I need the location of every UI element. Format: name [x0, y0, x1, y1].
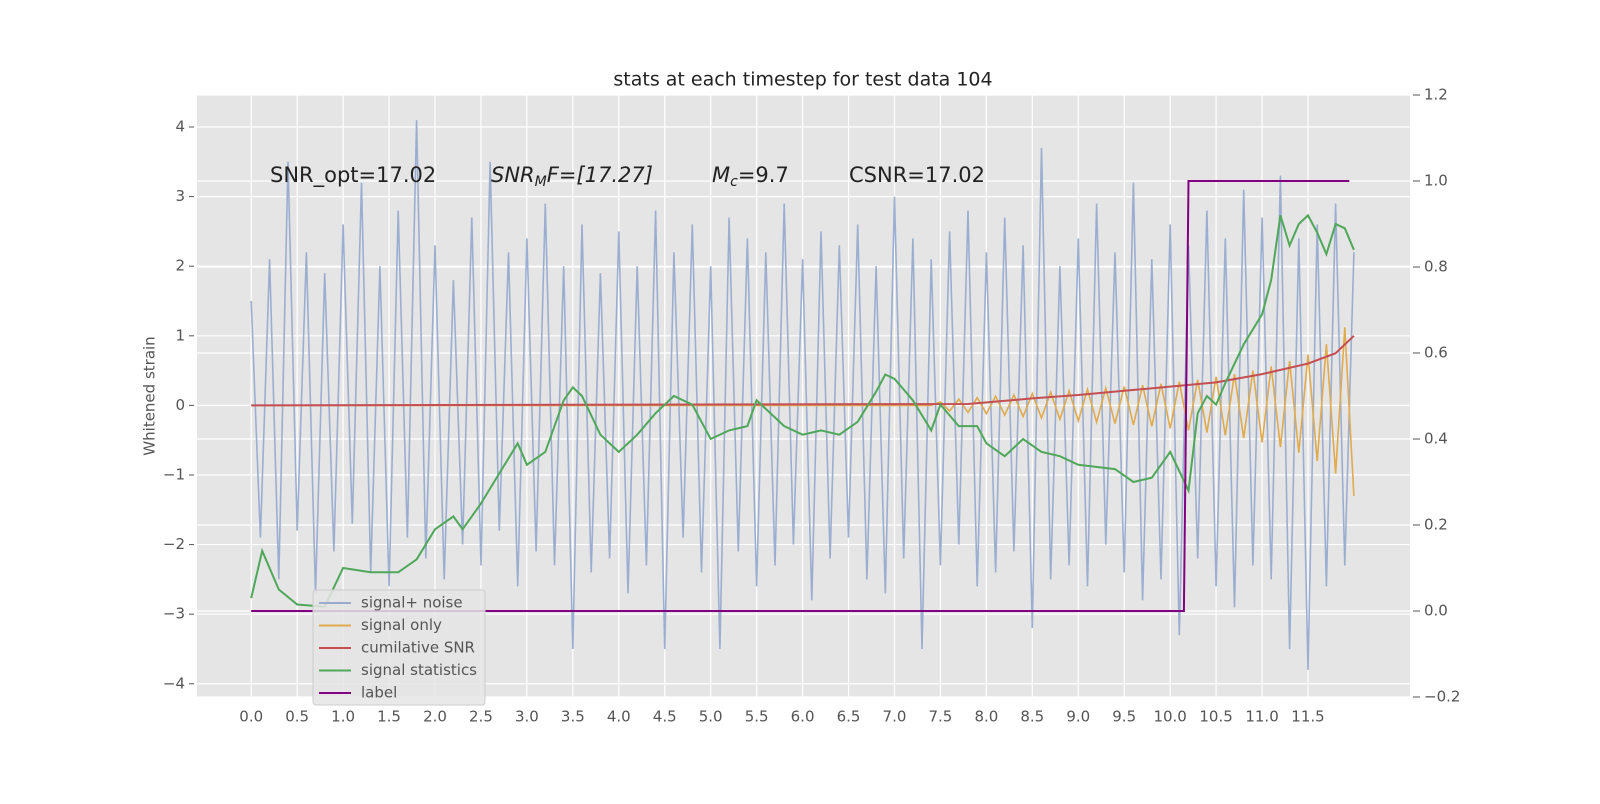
x-tick-label: 1.0 — [331, 708, 355, 726]
x-tick-label: 3.5 — [561, 708, 585, 726]
legend-label: signal only — [361, 616, 442, 634]
legend-box — [312, 589, 486, 706]
x-tick-label: 4.5 — [653, 708, 677, 726]
x-tick-label: 9.5 — [1112, 708, 1136, 726]
y-tick-label: 1 — [175, 326, 185, 344]
annotation: SNR_opt=17.02 — [270, 163, 436, 188]
series-line — [251, 180, 1350, 612]
annotation-part: F=[17.27] — [547, 163, 653, 187]
series — [250, 120, 1355, 670]
series-line — [250, 213, 1355, 608]
x-tick-label: 8.5 — [1020, 708, 1044, 726]
x-tick-label: 7.0 — [883, 708, 907, 726]
x-tick-label: 10.5 — [1199, 708, 1232, 726]
legend-label: signal statistics — [361, 661, 477, 679]
legend-label: signal+ noise — [361, 594, 463, 612]
x-tick-label: 0.5 — [285, 708, 309, 726]
x-tick-label: 2.5 — [469, 708, 493, 726]
x-tick-label: 11.5 — [1291, 708, 1324, 726]
x-tick-label: 2.0 — [423, 708, 447, 726]
x-tick-label: 4.0 — [607, 708, 631, 726]
x-tick-label: 5.0 — [699, 708, 723, 726]
y-tick-label: −4 — [163, 674, 185, 692]
y2-tick-label: 0.0 — [1424, 602, 1448, 620]
annotation-part: M — [535, 174, 547, 190]
x-tick-label: 10.0 — [1153, 708, 1186, 726]
y2-tick-label: 0.2 — [1424, 516, 1448, 534]
x-tick-label: 11.0 — [1245, 708, 1278, 726]
y-tick-label: 0 — [175, 396, 185, 414]
annotation: CSNR=17.02 — [849, 163, 985, 187]
x-tick-label: 7.5 — [928, 708, 952, 726]
chart-title: stats at each timestep for test data 104 — [613, 69, 992, 91]
series-line — [251, 335, 1355, 407]
x-tick-label: 5.5 — [745, 708, 769, 726]
legend: signal+ noise signal only cumilative SNR si… — [312, 589, 486, 706]
y2-tick-label: 0.4 — [1424, 430, 1448, 448]
legend-label: cumilative SNR — [361, 639, 475, 657]
x-tick-label: 0.0 — [239, 708, 263, 726]
y-axis-label: Whitened strain — [141, 336, 159, 455]
y-tick-label: 3 — [175, 187, 185, 205]
y2-tick-label: 0.8 — [1424, 258, 1448, 276]
y2-tick-label: 0.6 — [1424, 344, 1448, 362]
y-tick-label: −3 — [163, 605, 185, 623]
y-tick-label: 2 — [175, 257, 185, 275]
x-tick-label: 9.0 — [1066, 708, 1090, 726]
series-line — [250, 120, 1355, 670]
x-tick-label: 8.0 — [974, 708, 998, 726]
annotation-part: M — [712, 163, 730, 187]
y2-tick-label: 1.2 — [1424, 86, 1448, 104]
annotation-part: =9.7 — [738, 163, 789, 187]
x-tick-label: 6.0 — [791, 708, 815, 726]
y2-tick-label: −0.2 — [1424, 688, 1460, 706]
y2-tick-label: 1.0 — [1424, 172, 1448, 190]
annotation-part: c — [730, 174, 738, 190]
x-tick-label: 6.5 — [837, 708, 861, 726]
grid — [197, 94, 1410, 698]
legend-label: label — [361, 684, 397, 702]
y-tick-label: −2 — [163, 535, 185, 553]
x-tick-label: 1.5 — [377, 708, 401, 726]
annotation-part: SNR — [491, 163, 535, 187]
x-tick-label: 3.0 — [515, 708, 539, 726]
annotation: SNRMF=[17.27] — [491, 163, 653, 190]
annotation: Mc=9.7 — [712, 163, 789, 190]
y-tick-label: −1 — [163, 465, 185, 483]
y-tick-label: 4 — [175, 118, 185, 136]
